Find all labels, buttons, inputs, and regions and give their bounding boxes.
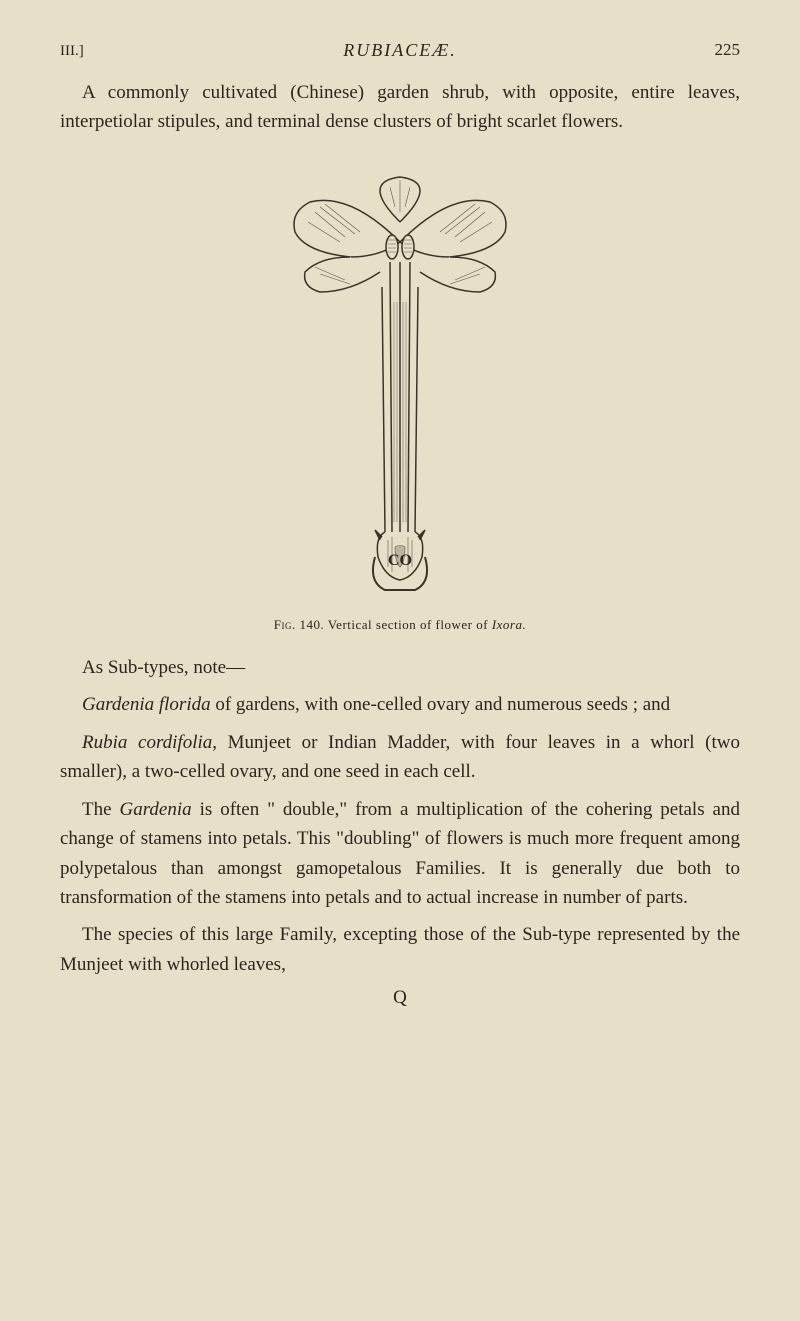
paragraph-subtypes: As Sub-types, note—	[60, 653, 740, 682]
figure-caption-text: Vertical section of flower of	[324, 617, 492, 632]
header-page-number: 225	[715, 40, 741, 60]
species-rubia: Rubia cordifolia	[82, 732, 212, 753]
figure-container: CO Fig. 140. Vertical section of flower …	[60, 162, 740, 633]
figure-label-co: CO	[388, 552, 412, 569]
species-gardenia: Gardenia florida	[82, 694, 211, 715]
paragraph-rubia: Rubia cordifolia, Munjeet or Indian Madd…	[60, 728, 740, 787]
figure-caption: Fig. 140. Vertical section of flower of …	[60, 617, 740, 633]
figure-caption-italic: Ixora.	[492, 617, 526, 632]
text-double-pre: The	[82, 799, 120, 820]
paragraph-intro: A commonly cultivated (Chinese) garden s…	[60, 78, 740, 137]
genus-gardenia: Gardenia	[120, 799, 192, 820]
figure-illustration: CO	[260, 162, 540, 602]
header-title: RUBIACEÆ.	[343, 40, 456, 61]
figure-caption-prefix: Fig. 140.	[274, 617, 324, 632]
signature-mark: Q	[60, 987, 740, 1009]
header-section: III.]	[60, 43, 84, 60]
paragraph-gardenia: Gardenia florida of gardens, with one-ce…	[60, 690, 740, 719]
page-header: III.] RUBIACEÆ. 225	[60, 40, 740, 60]
paragraph-double: The Gardenia is often " double," from a …	[60, 795, 740, 913]
paragraph-species: The species of this large Family, except…	[60, 920, 740, 979]
text-gardenia: of gardens, with one-celled ovary and nu…	[211, 694, 671, 715]
